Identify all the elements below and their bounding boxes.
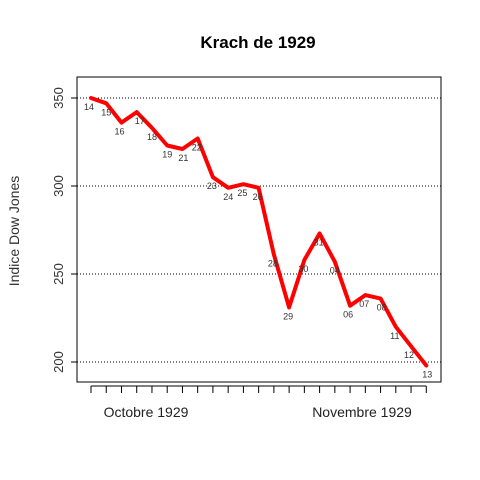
point-label-17: 17 [135,116,145,126]
point-label-22: 22 [192,143,202,153]
point-label-08: 08 [377,303,387,313]
month-label-0: Octobre 1929 [104,404,189,420]
point-label-26: 26 [253,192,263,202]
point-label-28: 28 [268,259,278,269]
dow-jones-line [89,96,429,368]
y-tick-label-350: 350 [51,87,66,109]
point-label-12: 12 [404,350,414,360]
y-tick-label-200: 200 [51,351,66,373]
point-label-24: 24 [223,192,233,202]
y-tick-label-300: 300 [51,175,66,197]
month-label-1: Novembre 1929 [312,404,412,420]
point-label-15: 15 [101,107,111,117]
point-label-23: 23 [207,181,217,191]
axis-layer: 200 250 300 350 Octobre 1929 Novembre 1929 [51,87,427,420]
grid-layer [77,97,441,363]
chart-title: Krach de 1929 [200,33,315,52]
point-label-18: 18 [147,132,157,142]
point-label-07: 07 [359,299,369,309]
point-label-16: 16 [114,127,124,137]
y-axis-label: Indice Dow Jones [6,176,22,287]
point-label-30: 30 [298,264,308,274]
y-tick-label-250: 250 [51,263,66,285]
point-label-31: 31 [314,238,324,248]
plot-frame [76,76,442,383]
point-label-25: 25 [237,188,247,198]
point-label-14: 14 [84,102,94,112]
point-label-21: 21 [178,153,188,163]
point-label-19: 19 [162,150,172,160]
point-label-11: 11 [390,331,399,341]
point-label-04: 04 [330,266,340,276]
point-label-13: 13 [422,370,432,380]
point-label-06: 06 [343,310,353,320]
line-layer [89,96,429,368]
point-label-29: 29 [283,311,293,321]
